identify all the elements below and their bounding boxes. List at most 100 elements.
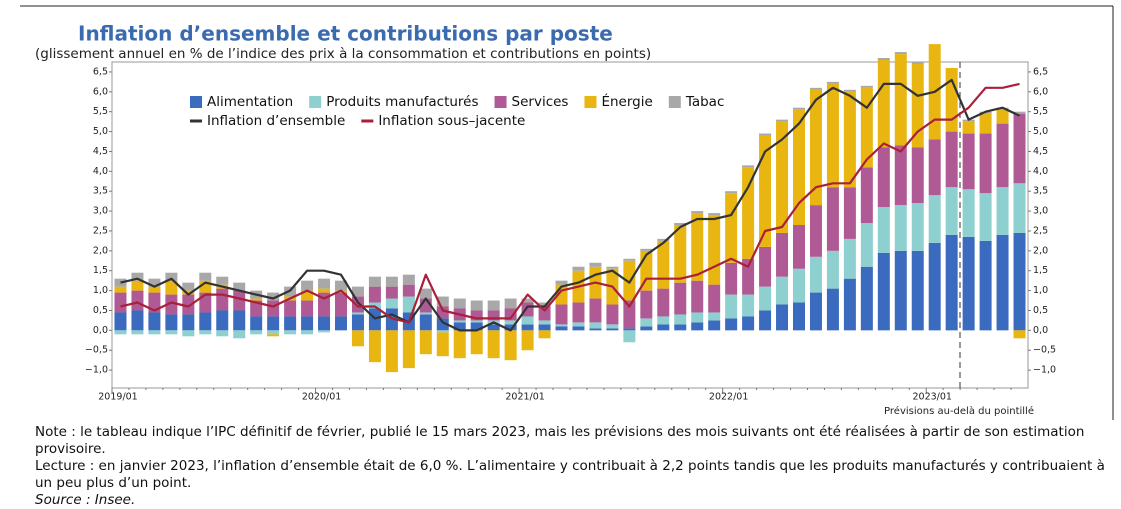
bar — [368, 276, 381, 287]
legend-label: Alimentation — [207, 94, 293, 110]
bar — [402, 274, 415, 285]
bar — [691, 211, 704, 214]
legend-label: Énergie — [601, 93, 652, 110]
bar — [589, 298, 602, 323]
bar — [182, 290, 195, 295]
bar — [793, 107, 805, 110]
y-tick-label: 0,0 — [93, 325, 108, 336]
chart-title: Inflation d’ensemble et contributions pa… — [78, 22, 613, 46]
chart: Inflation d’ensemble et contributions pa… — [20, 5, 1114, 420]
bar — [114, 330, 127, 335]
bar — [962, 121, 975, 134]
bar — [233, 282, 246, 291]
bar — [742, 167, 755, 259]
y2-tick-label: 0,0 — [1033, 325, 1048, 336]
bar — [555, 304, 568, 325]
bar — [945, 234, 958, 331]
bar — [606, 324, 619, 329]
bar — [843, 91, 856, 188]
bar — [521, 298, 534, 303]
bar — [894, 250, 907, 331]
y-tick-label: −1,0 — [85, 365, 108, 376]
y-tick-label: 2,0 — [93, 245, 108, 256]
y-tick-label: 4,0 — [93, 166, 108, 177]
bar — [860, 167, 873, 224]
bar — [945, 187, 958, 235]
bar — [131, 272, 144, 281]
bar — [708, 312, 721, 321]
bar — [453, 330, 466, 359]
bar — [826, 187, 839, 251]
legend-label: Produits manufacturés — [326, 94, 478, 110]
bar — [436, 306, 449, 319]
bar — [402, 284, 415, 297]
bar — [419, 288, 432, 299]
bar — [182, 294, 195, 315]
source: Source : Insee. — [35, 492, 136, 508]
bar — [250, 298, 263, 301]
x-tick-label: 2020/01 — [302, 392, 341, 403]
y2-tick-label: 6,0 — [1033, 86, 1048, 97]
bar — [165, 330, 178, 335]
bar — [318, 292, 331, 317]
bar — [776, 121, 789, 233]
bar — [555, 326, 568, 331]
bar — [1013, 111, 1026, 114]
bar — [877, 252, 890, 331]
bar — [657, 240, 670, 289]
y-tick-label: −0,5 — [85, 345, 108, 356]
bar — [894, 145, 907, 206]
bar — [470, 310, 483, 321]
legend-label: Inflation sous–jacente — [378, 113, 525, 129]
bar — [131, 330, 144, 335]
bar — [1013, 330, 1026, 339]
bar — [776, 276, 789, 305]
bar — [572, 322, 585, 327]
bar — [962, 133, 975, 190]
bar — [521, 324, 534, 331]
bar — [979, 113, 992, 134]
bar — [674, 223, 687, 225]
bar — [267, 330, 280, 335]
bar — [809, 87, 822, 90]
bar — [793, 225, 805, 269]
bar — [216, 310, 229, 331]
y2-tick-label: 4,5 — [1033, 146, 1048, 157]
bar — [877, 60, 890, 148]
bar — [1013, 113, 1026, 184]
bar — [504, 320, 517, 325]
bar — [335, 316, 347, 331]
bar — [860, 87, 873, 168]
bar — [385, 330, 398, 373]
x-tick-label: 2022/01 — [709, 392, 748, 403]
bar — [793, 268, 805, 303]
chart-subtitle: (glissement annuel en % de l’indice des … — [35, 46, 651, 62]
bar — [250, 330, 263, 335]
bar — [267, 334, 280, 337]
y-tick-label: 1,0 — [93, 285, 108, 296]
bar — [165, 280, 178, 295]
y2-tick-label: 6,5 — [1033, 66, 1048, 77]
bar — [809, 256, 822, 293]
bar — [725, 294, 738, 319]
bar — [436, 332, 449, 357]
bar — [250, 300, 263, 317]
bar — [691, 312, 704, 323]
bar — [419, 314, 432, 331]
bar — [572, 326, 585, 331]
bar — [301, 290, 314, 301]
bar — [860, 266, 873, 331]
bar — [131, 310, 144, 331]
bar — [114, 312, 127, 331]
bar — [436, 296, 449, 307]
bar — [640, 318, 653, 327]
bar — [809, 205, 822, 257]
bar — [826, 250, 839, 289]
bar — [843, 238, 856, 279]
bar — [691, 322, 704, 331]
bar — [284, 300, 297, 317]
bar — [199, 272, 212, 281]
bar — [691, 280, 704, 313]
bar — [877, 207, 890, 253]
bar — [419, 330, 432, 355]
